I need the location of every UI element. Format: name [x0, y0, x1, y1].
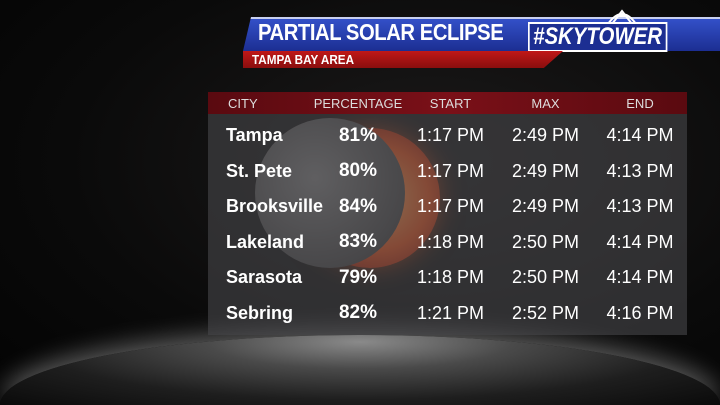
- cell-end: 4:14 PM: [606, 267, 674, 288]
- cell-max: 2:52 PM: [511, 302, 580, 323]
- cell-end: 4:13 PM: [606, 196, 674, 217]
- cell-max: 2:50 PM: [511, 267, 580, 288]
- cell-end: 4:14 PM: [606, 231, 674, 252]
- cell-percentage: 82%: [338, 302, 378, 324]
- column-header-percentage: PERCENTAGE: [313, 95, 403, 111]
- cell-city: Lakeland: [226, 231, 305, 252]
- table-row: St. Pete 80% 1:17 PM 2:49 PM 4:13 PM: [208, 154, 687, 190]
- subtitle-bar: [243, 51, 563, 68]
- cell-city: Tampa: [226, 125, 283, 146]
- table-body: Tampa 81% 1:17 PM 2:49 PM 4:14 PM St. Pete 80%…: [208, 114, 687, 335]
- cell-end: 4:13 PM: [606, 160, 674, 181]
- table-row: Sebring 82% 1:21 PM 2:52 PM 4:16 PM: [208, 296, 687, 332]
- cell-percentage: 80%: [338, 160, 378, 182]
- cell-max: 2:50 PM: [511, 231, 580, 252]
- cell-max: 2:49 PM: [511, 196, 580, 217]
- cell-start: 1:18 PM: [416, 267, 485, 288]
- cell-percentage: 84%: [338, 195, 378, 217]
- cell-percentage: 79%: [338, 266, 378, 288]
- cell-city: St. Pete: [226, 160, 293, 181]
- column-header-end: END: [626, 95, 654, 111]
- eclipse-times-table: CITY PERCENTAGE START MAX END Tampa 81% 1:…: [208, 92, 687, 335]
- table-row: Sarasota 79% 1:18 PM 2:50 PM 4:14 PM: [208, 260, 687, 296]
- table-row: Lakeland 83% 1:18 PM 2:50 PM 4:14 PM: [208, 225, 687, 261]
- cell-start: 1:17 PM: [416, 125, 485, 146]
- cell-start: 1:17 PM: [416, 196, 485, 217]
- cell-city: Sebring: [226, 302, 294, 323]
- cell-city: Brooksville: [226, 196, 324, 217]
- cell-start: 1:18 PM: [416, 231, 485, 252]
- column-header-max: MAX: [531, 95, 560, 111]
- subtitle: TAMPA BAY AREA: [252, 52, 355, 67]
- cell-max: 2:49 PM: [511, 125, 580, 146]
- column-header-start: START: [429, 95, 472, 111]
- skytower-logo: #SKYTOWER: [528, 22, 668, 52]
- table-header: CITY PERCENTAGE START MAX END: [208, 92, 687, 114]
- cell-end: 4:16 PM: [606, 302, 674, 323]
- page-title: PARTIAL SOLAR ECLIPSE: [258, 19, 504, 45]
- table-row: Brooksville 84% 1:17 PM 2:49 PM 4:13 PM: [208, 189, 687, 225]
- cell-percentage: 81%: [338, 124, 378, 146]
- table-row: Tampa 81% 1:17 PM 2:49 PM 4:14 PM: [208, 118, 687, 154]
- cell-max: 2:49 PM: [511, 160, 580, 181]
- cell-start: 1:21 PM: [416, 302, 485, 323]
- cell-start: 1:17 PM: [416, 160, 485, 181]
- cell-percentage: 83%: [338, 231, 378, 253]
- column-header-city: CITY: [228, 95, 258, 111]
- cell-city: Sarasota: [226, 267, 303, 288]
- cell-end: 4:14 PM: [606, 125, 674, 146]
